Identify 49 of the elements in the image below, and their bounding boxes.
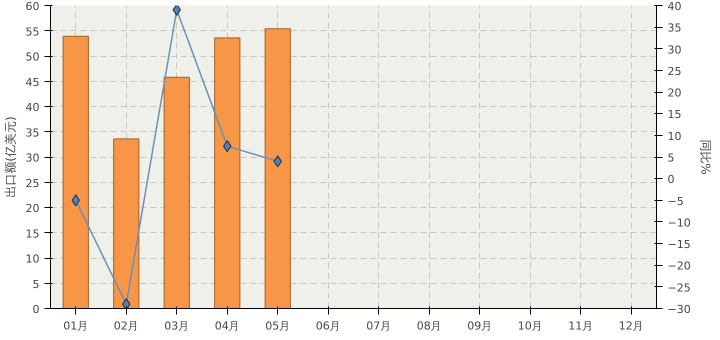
y2-tick-label: 0	[668, 173, 674, 186]
x-tick-label: 03月	[164, 320, 190, 332]
y2-axis-title: 同比%	[698, 139, 713, 175]
y-tick-label: 40	[26, 101, 40, 114]
point	[172, 6, 181, 16]
y-tick-label: 30	[26, 152, 40, 164]
y2-tick-label: 30	[668, 43, 682, 56]
y2-tick-label: 10	[668, 130, 682, 143]
y2-tick-label: 5	[668, 152, 674, 164]
bar	[164, 76, 190, 308]
bar	[214, 37, 240, 308]
x-tick-label: 09月	[467, 320, 492, 332]
y-tick-label: 0	[32, 303, 40, 316]
y-axis-title: 出口额(亿美元)	[4, 116, 18, 198]
y2-tick-label: 25	[668, 64, 682, 78]
bar	[264, 28, 291, 308]
y-tick-label: 20	[26, 202, 40, 215]
y-tick-label: 45	[26, 76, 40, 89]
x-tick-label: 01月	[63, 320, 88, 332]
y2-tick-label: 20	[668, 86, 682, 100]
y2-tick-label: 40	[668, 0, 682, 13]
y-tick-label: 50	[26, 50, 40, 64]
y2-tick-label: −30	[668, 303, 691, 316]
x-tick-label: 07月	[366, 320, 392, 332]
y2-tick-label: 15	[668, 108, 682, 122]
y-tick-label: 5	[32, 278, 40, 291]
bar	[113, 138, 140, 308]
y-tick-label: 55	[26, 25, 40, 38]
x-tick-label: 05月	[265, 320, 290, 332]
x-tick-label: 02月	[114, 320, 139, 332]
x-tick-label: 08月	[416, 320, 442, 332]
y-tick-label: 35	[26, 126, 40, 140]
point	[122, 298, 130, 308]
x-tick-label: 12月	[618, 320, 644, 332]
y2-tick-label: −20	[668, 260, 691, 273]
y2-tick-label: −10	[668, 216, 691, 230]
y-tick-label: 10	[26, 252, 40, 266]
y2-tick-label: −15	[668, 238, 691, 252]
bar	[62, 36, 89, 308]
y2-tick-label: −25	[668, 281, 691, 294]
x-tick-label: 06月	[316, 320, 341, 332]
x-tick-label: 04月	[214, 320, 240, 332]
y-tick-label: 60	[26, 0, 40, 13]
y-tick-label: 15	[26, 227, 40, 240]
x-tick-label: 11月	[568, 320, 594, 332]
y2-tick-label: −5	[668, 194, 684, 208]
x-tick-label: 10月	[518, 320, 543, 332]
y-tick-label: 25	[26, 176, 40, 190]
y2-tick-label: 35	[668, 22, 682, 35]
